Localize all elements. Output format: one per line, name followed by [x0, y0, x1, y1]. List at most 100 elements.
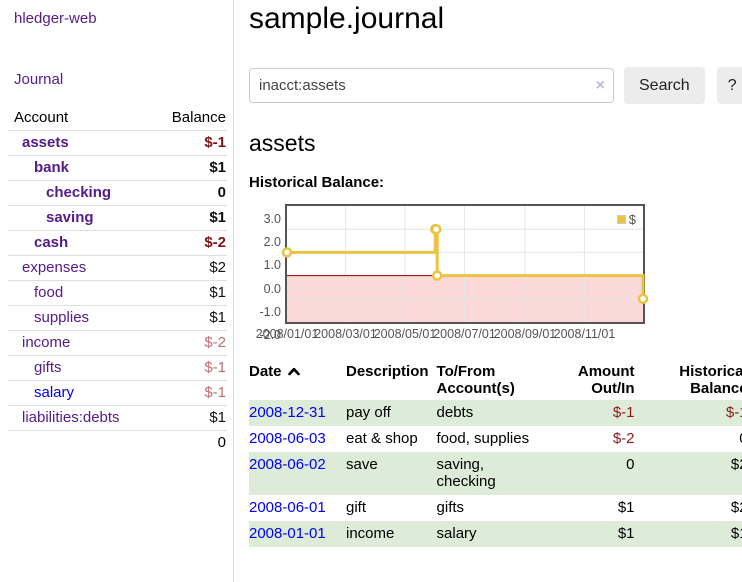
transaction-date-link[interactable]: 2008-06-01	[249, 499, 326, 516]
transaction-balance: $1	[634, 521, 742, 547]
account-balance: $1	[154, 405, 227, 431]
account-row: bank $1	[8, 155, 227, 181]
x-tick-label: 2008/11/01	[553, 327, 616, 341]
account-row: checking 0	[8, 180, 227, 206]
transaction-amount: $-2	[612, 430, 635, 447]
transaction-description: gift	[346, 499, 367, 516]
account-row: supplies $1	[8, 305, 227, 331]
account-link-saving[interactable]: saving	[46, 209, 94, 226]
transaction-balance: $2	[634, 452, 742, 495]
clear-search-icon[interactable]: ×	[595, 77, 605, 94]
register-row: 2008-01-01 income salary $1 $1	[249, 521, 742, 547]
legend-swatch-icon	[616, 215, 626, 224]
x-axis-labels: 2008/01/01 2008/03/01 2008/05/01 2008/07/01…	[256, 324, 645, 342]
register-row: 2008-06-01 gift gifts $1 $2	[249, 495, 742, 521]
transaction-description: pay off	[346, 400, 437, 426]
column-header-description: Description	[346, 363, 429, 380]
account-link-supplies[interactable]: supplies	[34, 309, 90, 326]
sidebar-item-journal[interactable]: Journal	[14, 71, 64, 88]
transaction-description: income	[346, 521, 437, 547]
transaction-balance: $2	[730, 499, 742, 516]
account-row: liabilities:debts $1	[8, 405, 227, 431]
register-row: 2008-06-03 eat & shop food, supplies $-2…	[249, 426, 742, 452]
account-row: expenses $2	[8, 255, 227, 281]
transaction-date-link[interactable]: 2008-06-03	[249, 430, 326, 447]
transaction-accounts: salary	[436, 521, 555, 547]
account-row: assets $-1	[8, 130, 227, 156]
y-tick-label: -2.0	[259, 328, 281, 342]
column-header-amount: Amount Out/In	[577, 363, 635, 397]
transaction-balance: 0	[635, 426, 742, 452]
accounts-total-row: 0	[8, 430, 227, 455]
register-row: 2008-06-02 save saving, checking 0 $2	[249, 452, 742, 495]
transaction-amount: $1	[554, 521, 635, 547]
transaction-accounts: gifts	[436, 499, 465, 516]
account-balance: $1	[154, 205, 227, 231]
account-link-income[interactable]: income	[22, 334, 71, 351]
account-link-gifts[interactable]: gifts	[34, 359, 62, 376]
account-column-header: Account	[8, 106, 155, 131]
transaction-date-link[interactable]: 2008-12-31	[249, 404, 326, 421]
y-tick-label: -1.0	[259, 304, 281, 319]
chart-plot-area: $	[281, 204, 649, 324]
accounts-header-row: Account Balance	[8, 106, 227, 131]
account-link-assets[interactable]: assets	[22, 134, 69, 151]
column-header-balance: Historical Balance	[679, 363, 742, 397]
account-row: cash $-2	[8, 230, 227, 256]
accounts-total: 0	[154, 430, 227, 455]
register-header-row: Date Description To/From Account(s) Amou…	[249, 361, 742, 400]
account-heading: assets	[249, 130, 316, 156]
transaction-date-link[interactable]: 2008-01-01	[249, 525, 326, 542]
balance-column-header: Balance	[154, 106, 227, 131]
account-link-expenses[interactable]: expenses	[22, 259, 87, 276]
historical-balance-chart: 3.0 2.0 1.0 0.0 -1.0 -2.0 $ 2008/01/01 2008/03…	[249, 204, 649, 342]
account-link-salary[interactable]: salary	[34, 384, 75, 401]
register-row: 2008-12-31 pay off debts $-1 $-1	[249, 400, 742, 426]
accounts-table: Account Balance assets $-1 bank $1 check…	[8, 106, 227, 455]
sort-asc-icon	[287, 363, 300, 380]
account-row: income $-2	[8, 330, 227, 356]
search-button[interactable]: Search	[624, 67, 705, 104]
transaction-description: eat & shop	[346, 430, 418, 447]
account-link-food[interactable]: food	[34, 284, 64, 301]
help-button[interactable]: ?	[716, 67, 742, 104]
transaction-amount: $-1	[554, 400, 635, 426]
account-balance: $1	[154, 280, 227, 306]
x-tick-label: 2008/01/01	[255, 327, 319, 341]
main-content: sample.journal × Search ? assets Histori…	[234, 0, 742, 582]
account-row: salary $-1	[8, 380, 227, 406]
account-row: saving $1	[8, 205, 227, 231]
account-link-liabilities-debts[interactable]: liabilities:debts	[22, 409, 120, 426]
account-balance: $-1	[154, 130, 227, 156]
search-input[interactable]	[249, 68, 614, 103]
account-row: food $1	[8, 280, 227, 306]
chart-legend: $	[614, 211, 638, 228]
transaction-accounts: saving, checking	[436, 452, 555, 495]
sidebar: hledger-web Journal Account Balance asse…	[0, 0, 234, 582]
account-link-checking[interactable]: checking	[46, 184, 112, 201]
account-balance: $1	[154, 155, 227, 181]
transaction-description: save	[346, 452, 437, 495]
transaction-amount: $1	[617, 499, 635, 516]
column-header-date[interactable]: Date	[249, 361, 346, 400]
y-tick-label: 2.0	[263, 235, 281, 250]
legend-label: $	[628, 212, 636, 227]
x-tick-label: 2008/03/01	[314, 327, 377, 341]
account-balance: $1	[154, 305, 227, 331]
account-balance: $-2	[154, 330, 227, 356]
page-title: sample.journal	[249, 2, 445, 35]
account-balance: $-1	[154, 355, 227, 381]
search-bar: × Search ?	[249, 67, 742, 104]
account-balance: $2	[154, 255, 227, 281]
account-link-bank[interactable]: bank	[34, 159, 70, 176]
brand-link[interactable]: hledger-web	[14, 10, 97, 27]
column-header-accounts: To/From Account(s)	[436, 363, 515, 397]
transaction-balance: $-1	[634, 400, 742, 426]
chart-heading: Historical Balance:	[249, 174, 385, 191]
y-tick-label: 3.0	[263, 212, 281, 226]
transaction-date-link[interactable]: 2008-06-02	[249, 456, 326, 473]
account-link-cash[interactable]: cash	[34, 234, 69, 251]
x-tick-label: 2008/09/01	[493, 327, 557, 341]
transaction-amount: 0	[554, 452, 635, 495]
